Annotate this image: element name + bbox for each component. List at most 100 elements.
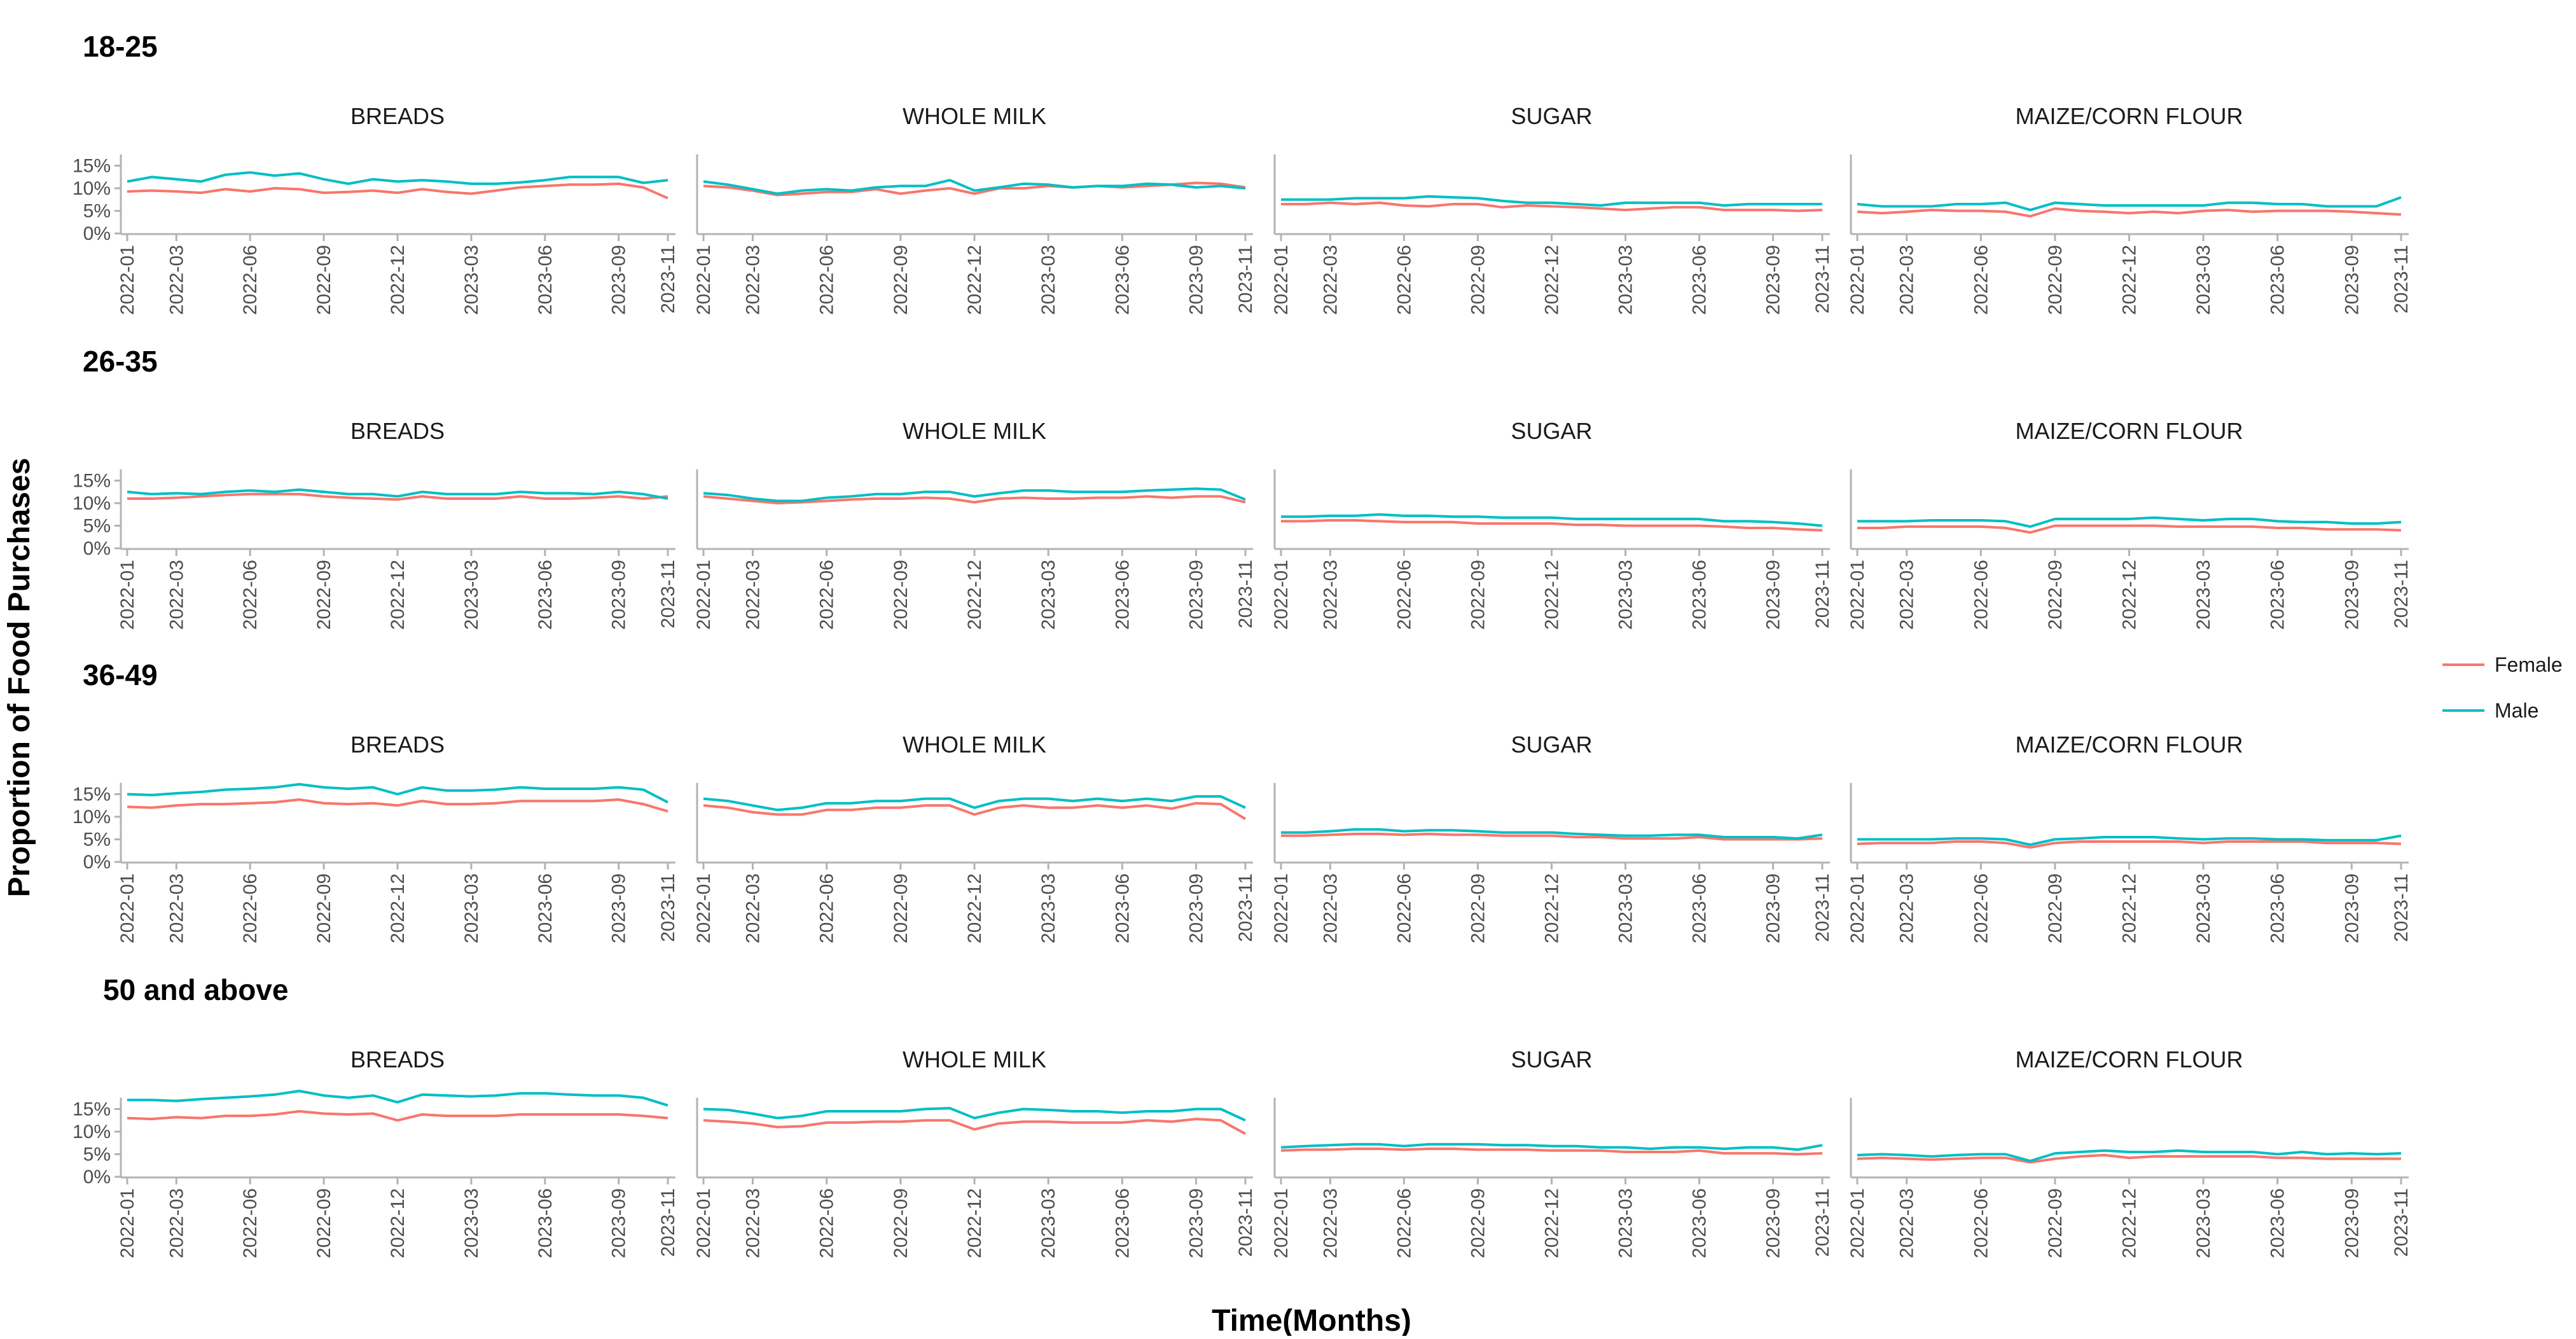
x-tick-label: 2022-03 (742, 560, 763, 630)
x-tick-label: 2022-09 (2045, 873, 2066, 943)
series-line-male (703, 795, 1246, 812)
x-tick-label: 2022-03 (1897, 1188, 1918, 1258)
x-tick-label: 2023-06 (1112, 873, 1133, 943)
series-line-female (1857, 840, 2402, 849)
x-tick-label: 2022-09 (314, 873, 335, 943)
x-tick-label: 2022-01 (1847, 1188, 1868, 1258)
y-tick-label: 0% (83, 538, 111, 559)
x-tick-label: 2022-09 (1467, 1188, 1488, 1258)
x-tick-label: 2022-06 (817, 873, 838, 943)
x-tick-label: 2022-12 (2119, 245, 2140, 315)
x-tick-label: 2022-12 (2119, 873, 2140, 943)
x-tick-label: 2023-11 (1812, 560, 1833, 628)
facet-panel: MAIZE/CORN FLOUR 2022-01 2022-03 2022-06 202… (1847, 732, 2412, 943)
series-line-male (127, 782, 668, 804)
x-tick-label: 2022-01 (117, 1188, 138, 1258)
x-tick-label: 2023-06 (535, 873, 556, 943)
panel-title: WHOLE MILK (903, 732, 1046, 758)
panel-title: BREADS (350, 418, 445, 444)
x-axis-title: Time(Months) (1212, 1304, 1411, 1336)
x-tick-label: 2022-12 (387, 873, 408, 943)
x-tick-label: 2022-12 (387, 245, 408, 315)
x-tick-label: 2023-09 (1763, 560, 1784, 630)
y-tick-label: 0% (83, 1167, 111, 1188)
x-tick-label: 2023-09 (2341, 245, 2362, 315)
x-tick-label: 2023-09 (2341, 1188, 2362, 1258)
series-line-female (703, 801, 1247, 821)
x-tick-label: 2022-06 (240, 560, 261, 630)
x-tick-label: 2022-12 (1542, 873, 1563, 943)
series-line-male (1281, 828, 1823, 840)
panel-title: MAIZE/CORN FLOUR (2015, 1046, 2243, 1072)
x-tick-label: 2023-03 (461, 560, 482, 630)
x-tick-label: 2022-03 (166, 560, 187, 630)
series-line-female (703, 1118, 1246, 1135)
x-tick-label: 2022-09 (890, 1188, 911, 1258)
x-tick-label: 2023-03 (461, 873, 482, 943)
panel-title: MAIZE/CORN FLOUR (2015, 732, 2243, 758)
x-tick-label: 2022-06 (1970, 1188, 1991, 1258)
x-tick-label: 2022-03 (1320, 1188, 1341, 1258)
x-tick-label: 2022-12 (2119, 560, 2140, 630)
x-tick-label: 2023-03 (1616, 873, 1637, 943)
panel-title: BREADS (350, 732, 445, 758)
facet-panel: WHOLE MILK 2022-01 2022-03 2022-06 2022-09 20… (693, 103, 1256, 315)
y-tick-label: 15% (73, 784, 111, 805)
x-tick-label: 2023-09 (1186, 245, 1207, 315)
y-axis-title: Proportion of Food Purchases (3, 458, 36, 898)
x-tick-label: 2022-06 (1970, 560, 1991, 630)
x-tick-label: 2023-06 (535, 560, 556, 630)
facet-panel: BREADS 0%5%10%15% 2022-01 2022-03 2022-06 202… (73, 1046, 679, 1258)
x-tick-label: 2023-09 (1763, 873, 1784, 943)
x-tick-label: 2023-11 (2391, 1188, 2412, 1257)
x-tick-label: 2023-06 (1689, 245, 1710, 315)
series-line-female (703, 181, 1246, 197)
series-line-female (1281, 833, 1823, 841)
series-line-female (1281, 201, 1823, 212)
facet-row: 50 and above BREADS 0%5%10%15% 2022-01 2022-… (73, 973, 2412, 1258)
x-tick-label: 2022-03 (1897, 245, 1918, 315)
x-tick-label: 2022-09 (2045, 560, 2066, 630)
x-tick-label: 2023-03 (1616, 560, 1637, 630)
x-tick-label: 2023-09 (1186, 560, 1207, 630)
panel-title: MAIZE/CORN FLOUR (2015, 103, 2243, 129)
x-tick-label: 2023-11 (1235, 245, 1256, 314)
x-tick-label: 2022-06 (1394, 560, 1415, 630)
series-line-male (1857, 196, 2402, 212)
y-tick-label: 10% (73, 493, 111, 514)
facet-panel: WHOLE MILK 2022-01 2022-03 2022-06 2022-09 20… (693, 1046, 1256, 1258)
panel-title: BREADS (350, 103, 445, 129)
x-tick-label: 2023-09 (609, 560, 630, 630)
x-tick-label: 2023-09 (1763, 245, 1784, 315)
x-tick-label: 2022-09 (314, 560, 335, 630)
y-tick-label: 15% (73, 156, 111, 177)
x-tick-label: 2023-06 (2268, 560, 2289, 630)
x-tick-label: 2022-01 (1847, 560, 1868, 630)
y-tick-label: 15% (73, 471, 111, 492)
x-tick-label: 2022-03 (742, 873, 763, 943)
x-tick-label: 2022-12 (964, 1188, 985, 1258)
x-tick-label: 2022-01 (1847, 873, 1868, 943)
series-line-female (703, 495, 1246, 504)
x-tick-label: 2023-03 (1038, 1188, 1059, 1258)
x-tick-label: 2023-11 (2391, 873, 2412, 942)
facet-panel: BREADS 0%5%10%15% 2022-01 2022-03 2022-06 202… (73, 732, 679, 943)
x-tick-label: 2023-09 (609, 873, 630, 943)
panel-title: BREADS (350, 1046, 445, 1072)
x-tick-label: 2023-06 (1689, 560, 1710, 630)
x-tick-label: 2023-11 (658, 873, 679, 942)
series-line-male (127, 1090, 668, 1107)
y-tick-label: 5% (83, 201, 111, 222)
x-tick-label: 2022-06 (817, 245, 838, 315)
row-title: 50 and above (103, 973, 288, 1006)
x-tick-label: 2022-03 (742, 245, 763, 315)
x-tick-label: 2022-09 (2045, 1188, 2066, 1258)
facet-panel: WHOLE MILK 2022-01 2022-03 2022-06 2022-09 20… (693, 418, 1256, 630)
facet-row: 18-25 BREADS 0%5%10%15% 2022-01 2022-03 2022-… (73, 30, 2412, 315)
x-tick-label: 2023-06 (535, 1188, 556, 1258)
x-tick-label: 2022-06 (240, 1188, 261, 1258)
series-line-female (1857, 1153, 2401, 1164)
x-tick-label: 2022-09 (314, 1188, 335, 1258)
